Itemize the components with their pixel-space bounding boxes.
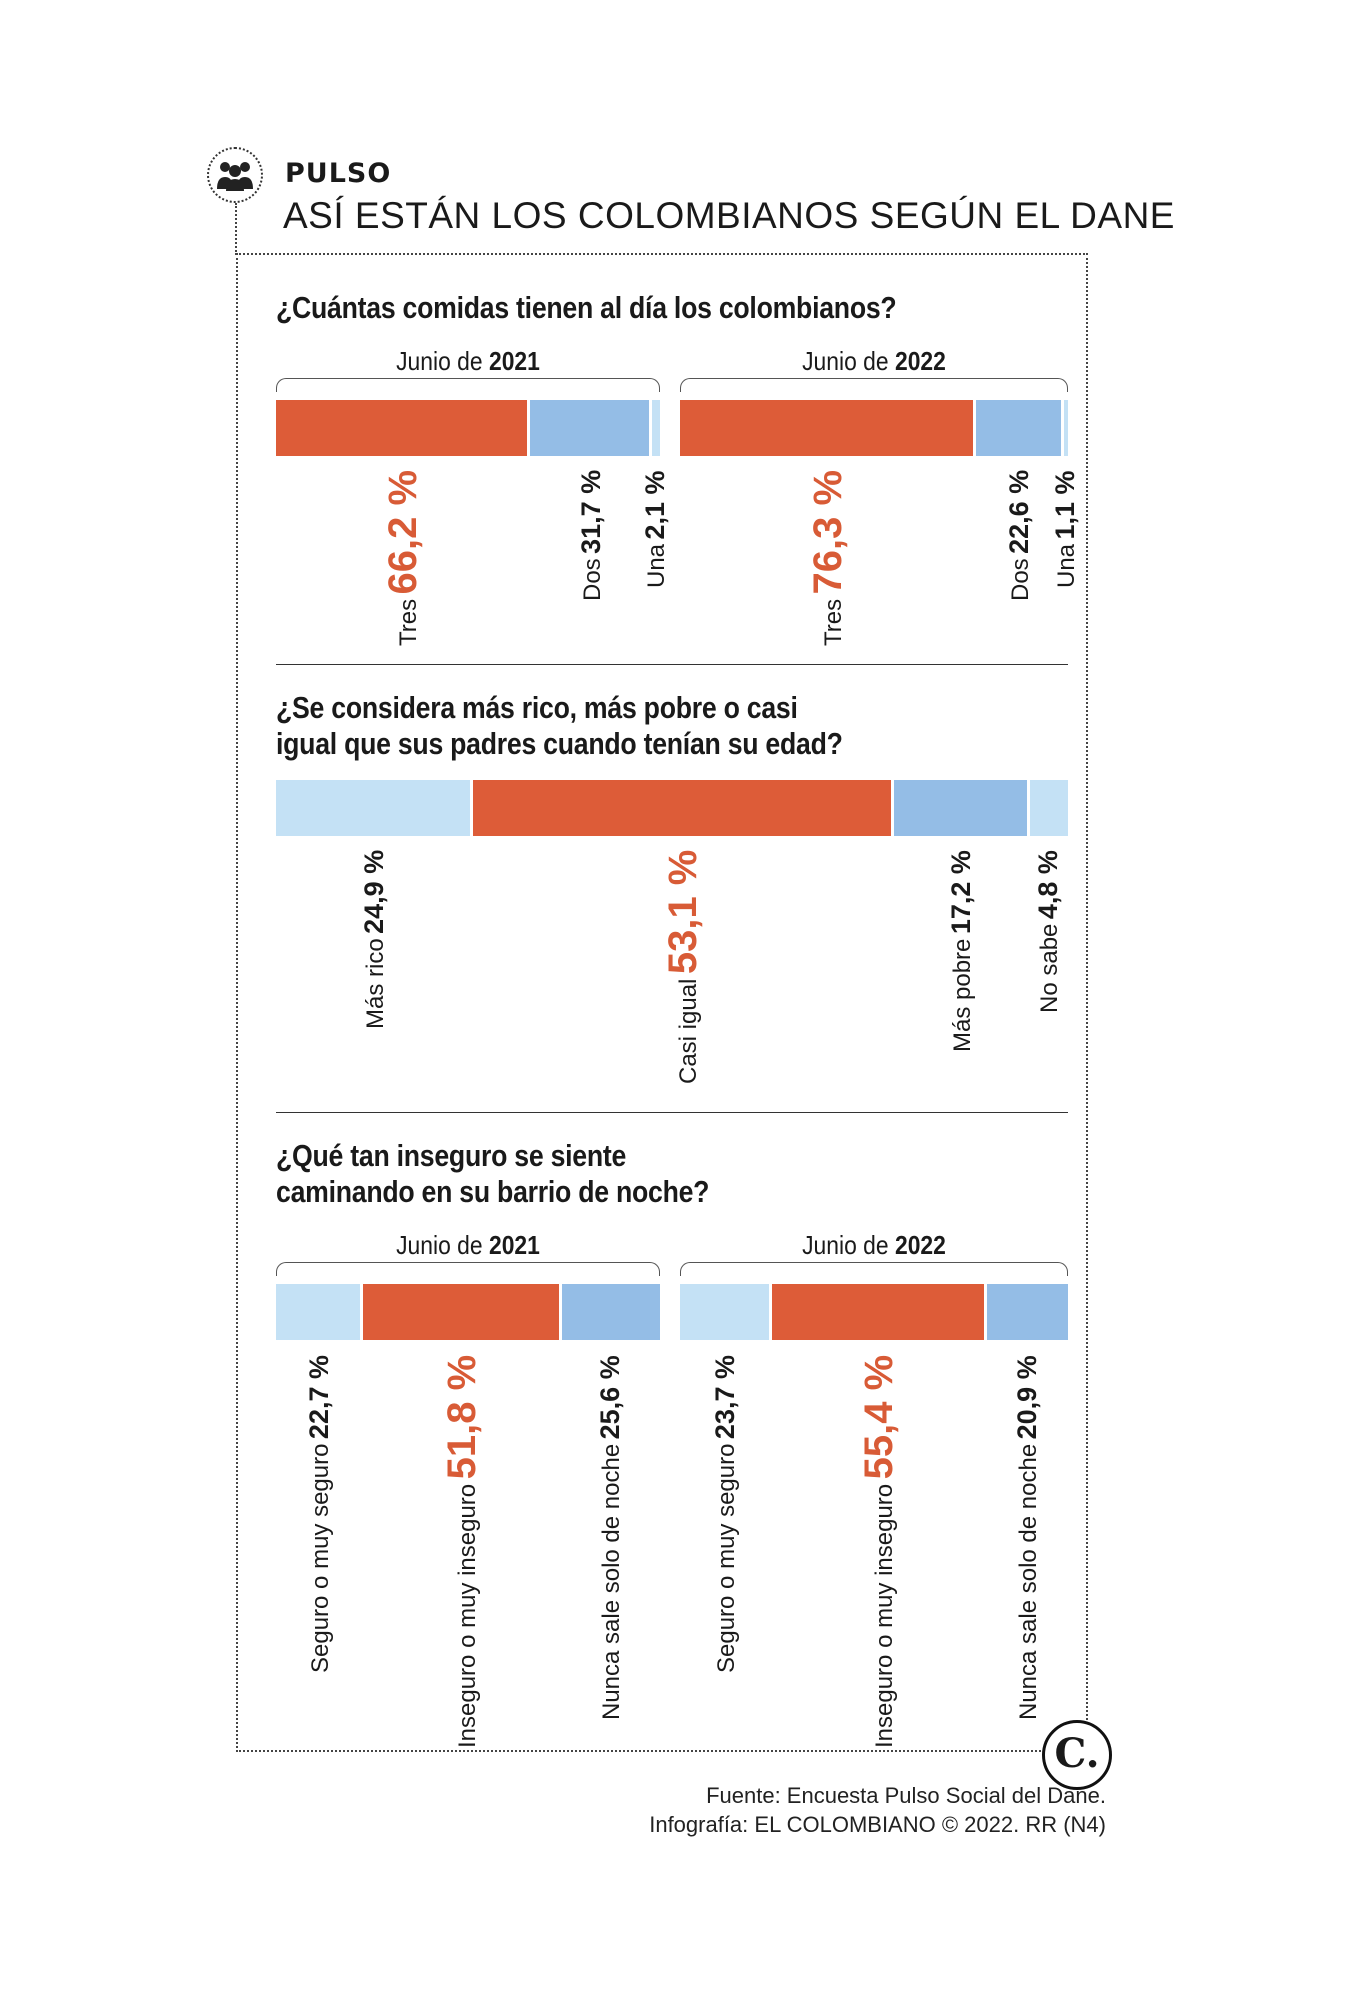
year-label-2022-meals: Junio de 2022 — [802, 346, 946, 376]
bar-segment — [276, 780, 471, 836]
segment-category: Más rico — [362, 938, 390, 1029]
segment-value: 23,7 % — [710, 1355, 741, 1440]
segment-value: 2,1 % — [640, 470, 671, 540]
frame-connector — [235, 203, 237, 255]
segment-label: Nunca sale solo de noche 20,9 % — [1012, 1355, 1043, 1720]
el-colombiano-logo: C. — [1042, 1720, 1112, 1790]
year-label-2022-safety: Junio de 2022 — [802, 1230, 946, 1260]
year-label-2021-safety: Junio de 2021 — [396, 1230, 540, 1260]
segment-category: Seguro o muy seguro — [307, 1443, 335, 1673]
segment-value: 20,9 % — [1011, 1355, 1042, 1440]
segment-category: Una — [1053, 543, 1081, 588]
segment-value: 76,3 % — [805, 469, 850, 595]
segment-value: 4,8 % — [1033, 850, 1064, 920]
bracket-2021-safety — [276, 1262, 660, 1276]
segment-category: Inseguro o muy inseguro — [870, 1483, 898, 1748]
bar-segment — [680, 400, 974, 456]
pulse-badge — [207, 147, 263, 203]
question-meals-title: ¿Cuántas comidas tienen al día los colom… — [276, 290, 897, 325]
segment-label: Nunca sale solo de noche 25,6 % — [595, 1355, 626, 1720]
question-safety-title: ¿Qué tan inseguro se siente caminando en… — [276, 1138, 710, 1209]
bar-segment — [473, 780, 891, 836]
infographic-frame — [236, 253, 1088, 1752]
segment-label: No sabe 4,8 % — [1033, 850, 1064, 1013]
segment-label: Una 2,1 % — [640, 470, 671, 588]
bracket-2022-meals — [680, 378, 1068, 392]
segment-value: 31,7 % — [575, 469, 606, 554]
section-kicker: PULSO — [285, 158, 392, 189]
segment-category: No sabe — [1036, 923, 1064, 1013]
bar-segment — [276, 400, 528, 456]
segment-value: 17,2 % — [946, 850, 977, 935]
segment-category: Dos — [578, 558, 606, 601]
bar-segment — [680, 1284, 769, 1340]
segment-value: 51,8 % — [439, 1354, 484, 1480]
bracket-2021-meals — [276, 378, 660, 392]
segment-category: Más pobre — [949, 938, 977, 1052]
segment-category: Nunca sale solo de noche — [1014, 1443, 1042, 1720]
segment-category: Una — [643, 543, 671, 588]
segment-value: 53,1 % — [660, 849, 705, 975]
segment-label: Seguro o muy seguro 23,7 % — [710, 1355, 741, 1673]
segment-label: Inseguro o muy inseguro 55,4 % — [857, 1355, 902, 1748]
bar-segment — [986, 1284, 1068, 1340]
section-divider — [276, 664, 1068, 665]
question-wealth-title: ¿Se considera más rico, más pobre o casi… — [276, 690, 843, 761]
bracket-2022-safety — [680, 1262, 1068, 1276]
bar-segment — [976, 400, 1061, 456]
segment-value: 55,4 % — [856, 1354, 901, 1480]
segment-value: 22,7 % — [304, 1355, 335, 1440]
source-note: Fuente: Encuesta Pulso Social del Dane. — [706, 1783, 1106, 1808]
segment-label: Más pobre 17,2 % — [946, 850, 977, 1052]
bar-segment — [561, 1284, 660, 1340]
segment-value: 1,1 % — [1050, 470, 1081, 540]
segment-label: Tres 76,3 % — [806, 470, 851, 646]
segment-category: Dos — [1007, 558, 1035, 601]
bar-segment — [1063, 400, 1068, 456]
people-group-icon — [217, 162, 253, 191]
bar-segment — [1029, 780, 1068, 836]
segment-label: Dos 22,6 % — [1004, 470, 1035, 601]
credit-note: Infografía: EL COLOMBIANO © 2022. RR (N4… — [649, 1812, 1106, 1837]
section-divider — [276, 1112, 1068, 1113]
bar-segment — [651, 400, 660, 456]
segment-category: Inseguro o muy inseguro — [453, 1483, 481, 1748]
bar-segment — [893, 780, 1027, 836]
segment-category: Tres — [819, 598, 847, 646]
bar-segment — [276, 1284, 361, 1340]
segment-value: 66,2 % — [380, 469, 425, 595]
year-label-2021-meals: Junio de 2021 — [396, 346, 540, 376]
page-title: ASÍ ESTÁN LOS COLOMBIANOS SEGÚN EL DANE — [283, 195, 1175, 236]
segment-category: Tres — [394, 598, 422, 646]
bar-segment — [363, 1284, 559, 1340]
segment-label: Tres 66,2 % — [381, 470, 426, 646]
bar-segment — [771, 1284, 984, 1340]
bar-segment — [530, 400, 649, 456]
segment-category: Nunca sale solo de noche — [598, 1443, 626, 1720]
segment-label: Una 1,1 % — [1050, 470, 1081, 588]
segment-label: Casi igual 53,1 % — [661, 850, 706, 1084]
segment-label: Dos 31,7 % — [576, 470, 607, 601]
segment-label: Más rico 24,9 % — [359, 850, 390, 1029]
segment-value: 25,6 % — [595, 1355, 626, 1440]
segment-value: 22,6 % — [1004, 469, 1035, 554]
segment-label: Inseguro o muy inseguro 51,8 % — [440, 1355, 485, 1748]
segment-label: Seguro o muy seguro 22,7 % — [304, 1355, 335, 1673]
segment-category: Casi igual — [674, 978, 702, 1084]
segment-category: Seguro o muy seguro — [713, 1443, 741, 1673]
segment-value: 24,9 % — [359, 849, 390, 934]
